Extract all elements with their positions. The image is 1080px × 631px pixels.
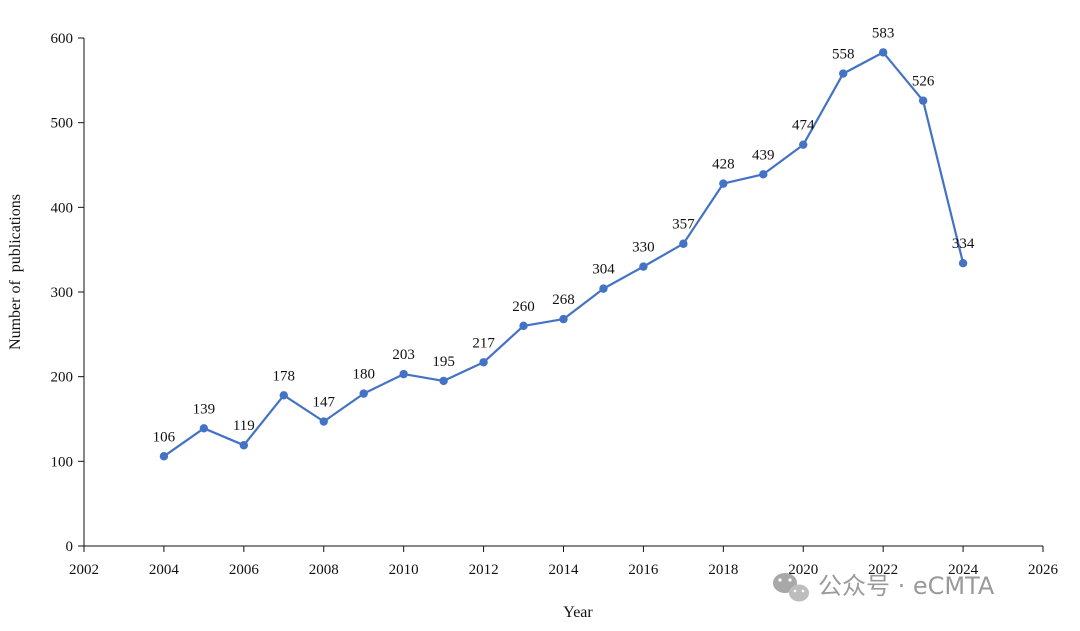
y-tick-label: 200 [51,370,74,386]
data-label: 428 [712,157,735,173]
data-point [958,259,968,268]
data-label: 260 [512,299,535,315]
x-tick-label: 2022 [868,562,898,578]
data-point [239,441,249,450]
data-point [199,424,209,433]
y-tick-label: 500 [51,116,74,132]
data-point [918,96,928,105]
data-label: 558 [832,47,855,63]
data-point [839,69,848,78]
x-tick-label: 2006 [229,562,260,578]
y-tick-label: 100 [51,454,74,470]
data-point [359,389,368,398]
data-point [599,284,608,293]
data-label: 583 [872,25,895,41]
data-label: 119 [233,418,255,434]
data-label: 334 [952,236,975,252]
x-tick-label: 2016 [628,562,659,578]
data-point [639,262,648,271]
data-label: 330 [632,240,655,256]
y-tick-label: 400 [51,200,74,216]
data-point [679,239,688,248]
wechat-icon [773,573,809,602]
x-tick-label: 2020 [788,562,818,578]
data-label: 147 [313,395,336,411]
data-label: 106 [153,429,176,445]
data-label: 139 [193,401,216,417]
data-point [759,170,768,179]
x-tick-label: 2026 [1028,562,1059,578]
x-tick-label: 2008 [309,562,339,578]
data-point [719,179,728,188]
data-point [439,376,448,386]
data-point [399,369,408,379]
data-label: 217 [472,335,495,351]
data-label: 180 [352,367,375,383]
watermark-text: 公众号 · eCMTA [818,572,995,600]
data-label: 178 [273,368,296,384]
watermark: 公众号 · eCMTA [773,572,995,602]
y-ticks: 0 100 200 300 400 500 600 [51,31,84,555]
data-label: 304 [592,262,615,278]
data-point [479,358,488,367]
data-point [319,417,328,426]
x-tick-label: 2024 [948,562,979,578]
data-point [159,452,169,461]
x-axis-title: Year [563,604,593,621]
x-ticks: 2002 2004 2006 2008 2010 2012 2014 2016 2018 2020… [69,546,1059,578]
x-tick-label: 2004 [149,562,180,578]
data-point [279,391,288,400]
y-tick-label: 600 [51,31,74,47]
y-tick-label: 0 [66,539,74,555]
data-point [799,140,808,149]
data-labels: 106 139 119 178 147 180 203 195 217 260 268 304 330 3… [153,25,975,445]
data-point [559,314,568,324]
x-tick-label: 2014 [549,562,580,578]
data-label: 357 [672,217,695,233]
x-tick-label: 2010 [389,562,419,578]
x-tick-label: 2012 [469,562,499,578]
x-tick-label: 2002 [69,562,99,578]
data-label: 474 [792,118,815,134]
data-point [878,48,888,57]
y-tick-label: 300 [51,285,74,301]
series-group [159,48,968,461]
data-label: 203 [392,347,415,363]
x-tick-label: 2018 [708,562,738,578]
data-label: 526 [912,74,935,90]
y-axis-title: Number of publications [7,194,24,350]
data-label: 439 [752,147,775,163]
data-label: 268 [552,292,575,308]
data-label: 195 [432,354,455,370]
data-point [519,321,528,331]
